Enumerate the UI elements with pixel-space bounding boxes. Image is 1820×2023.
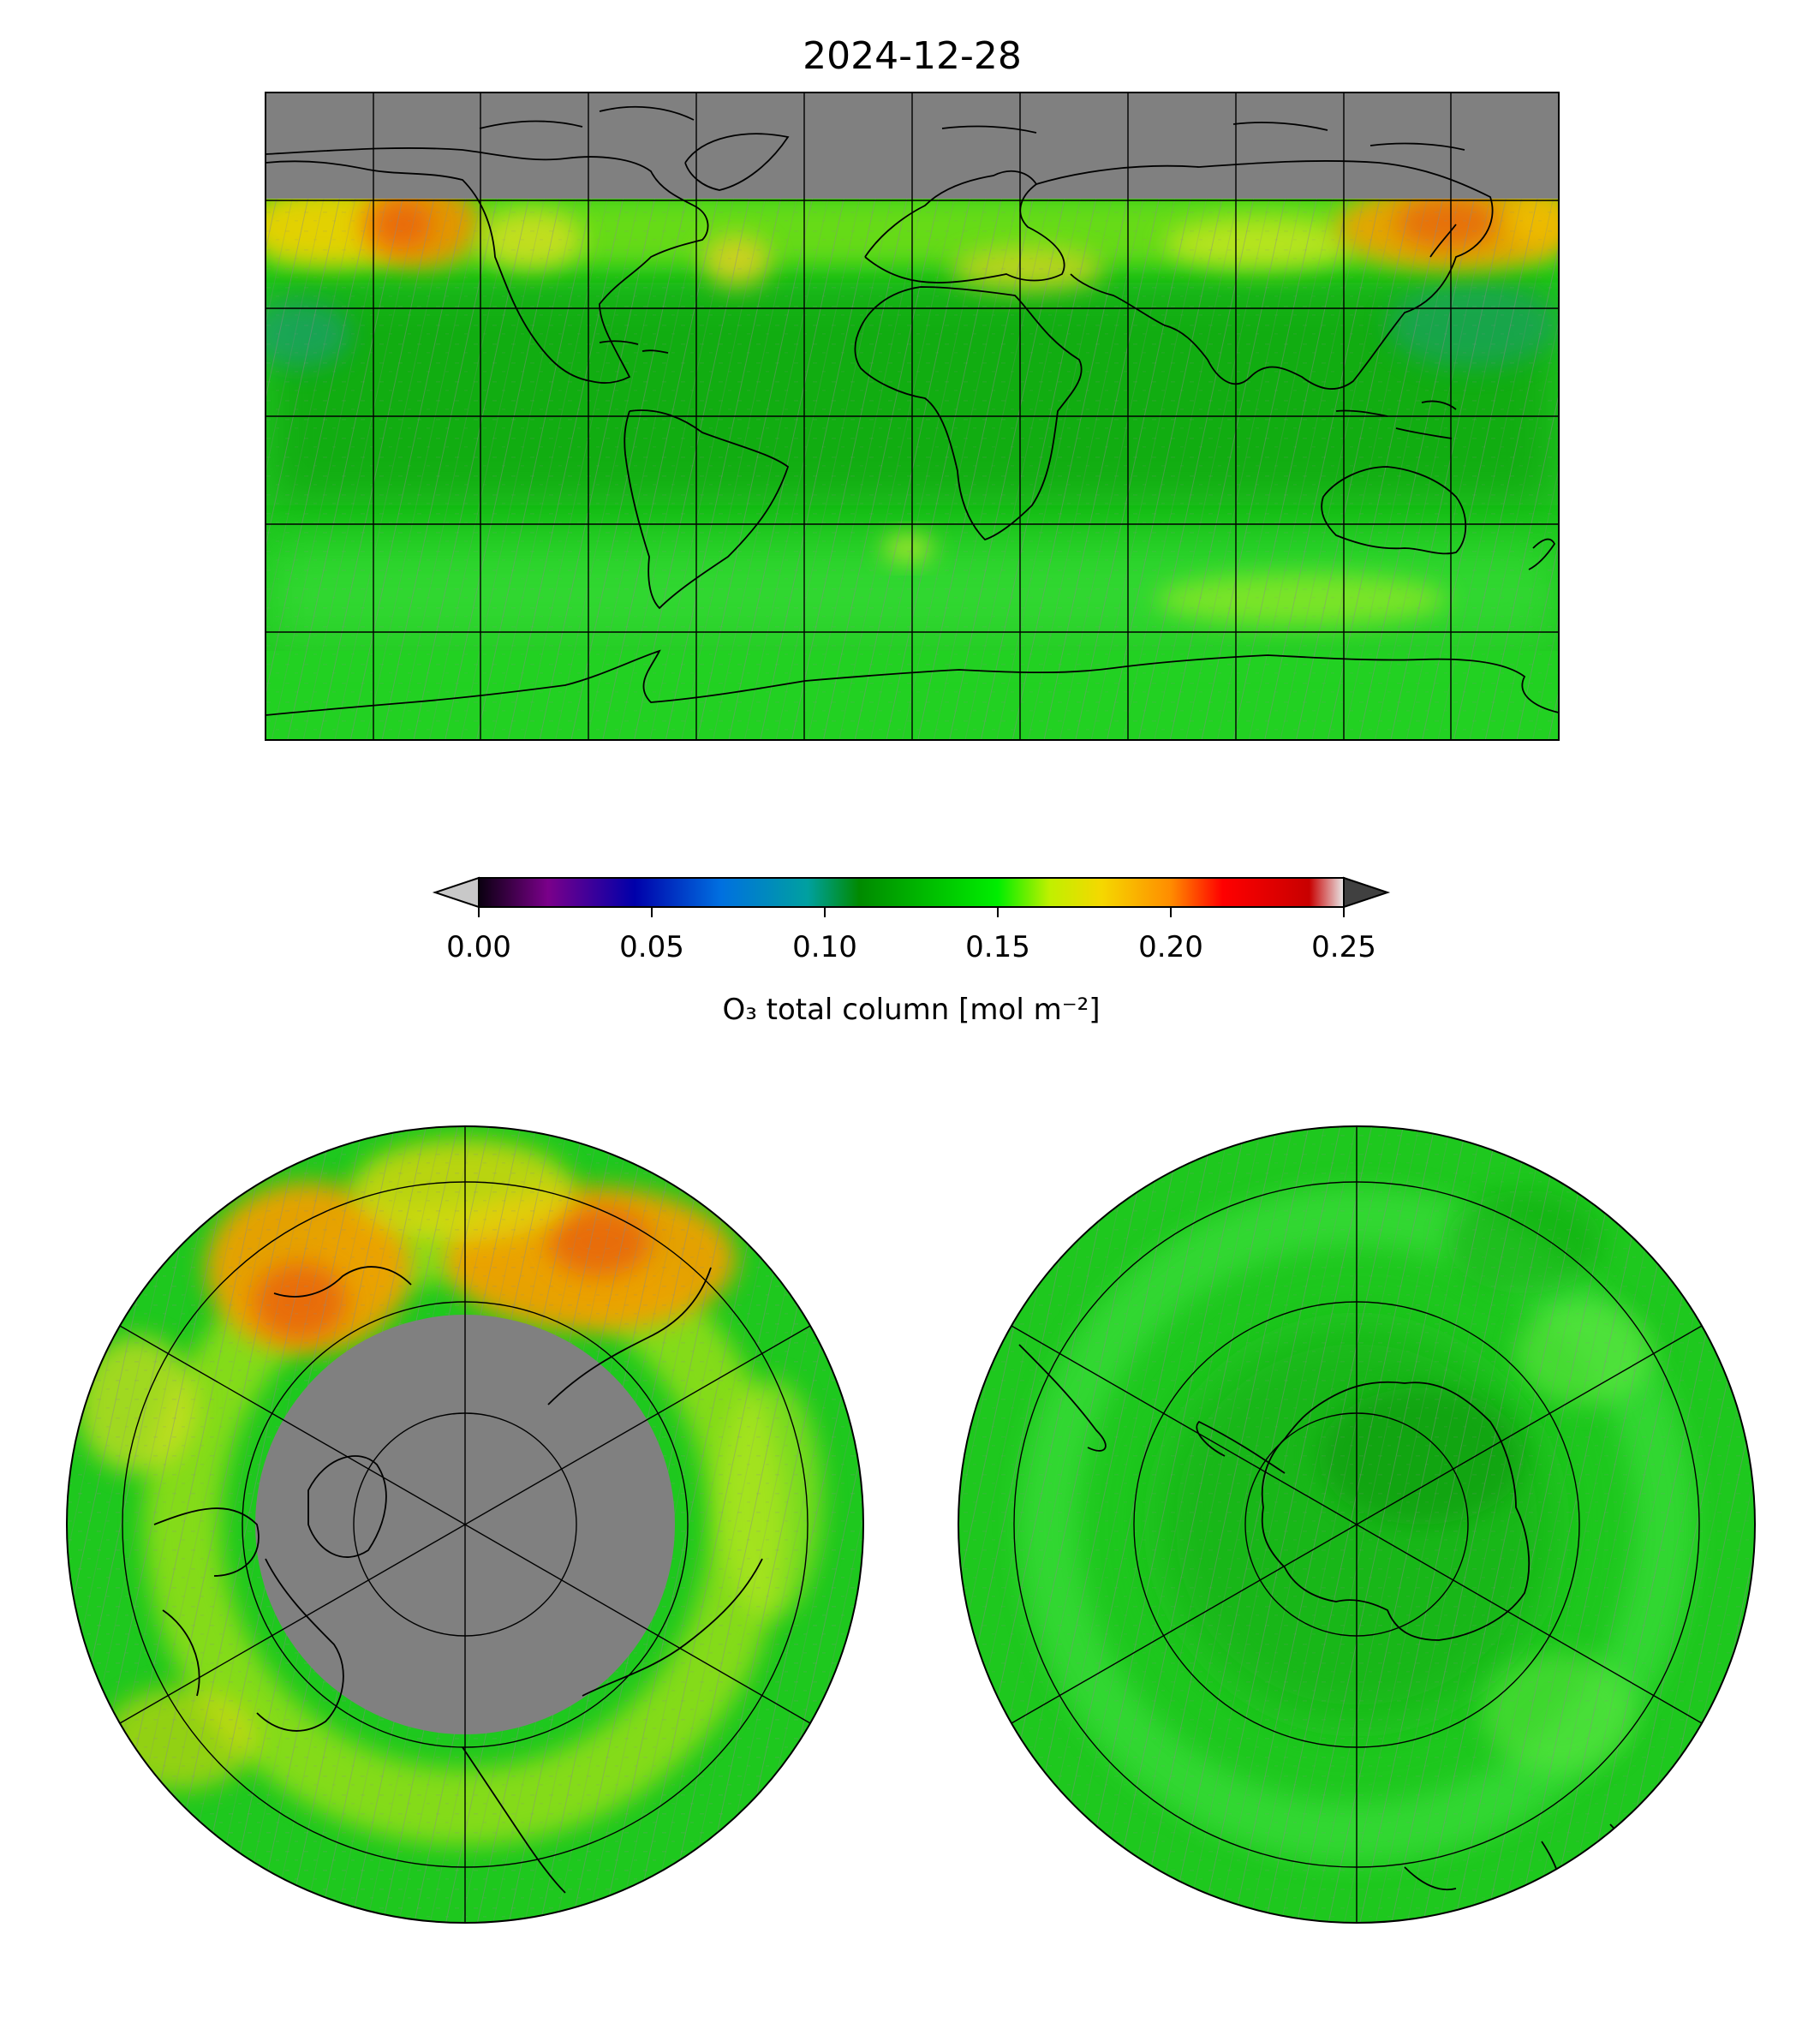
north-gridlines: [119, 1126, 811, 1923]
colorbar-over-extension: [1343, 876, 1391, 909]
figure-title: 2024-12-28: [803, 34, 1022, 78]
global-coastlines: [266, 105, 1559, 716]
coast-asia: [1035, 160, 1494, 390]
south-gridlines: [1011, 1126, 1703, 1923]
coast-caribbean: [599, 340, 669, 354]
colorbar-frame: [478, 877, 1345, 908]
colorbar-tick-label: 0.05: [619, 930, 684, 964]
coast-antarctica-polar: [1261, 1381, 1531, 1641]
coast-us-polar: [153, 1507, 260, 1577]
coast-australia: [1321, 466, 1467, 555]
north-polar-map: [66, 1125, 864, 1924]
colorbar-ticks: 0.00 0.05 0.10 0.15 0.20 0.25: [446, 907, 1376, 964]
coast-greenland-polar: [307, 1455, 387, 1558]
coast-south-america-polar: [1018, 1344, 1107, 1452]
global-gridlines: [266, 92, 1559, 740]
north-map-frame: [66, 1125, 864, 1924]
colorbar-tick-label: 0.10: [792, 930, 857, 964]
colorbar-tick-label: 0.15: [965, 930, 1030, 964]
colorbar-under-extension: [432, 876, 480, 909]
coast-hudson-polar: [162, 1609, 200, 1697]
coast-south-america: [624, 409, 790, 610]
coast-antarctica: [266, 649, 1559, 716]
north-coastlines: [153, 1266, 763, 1894]
global-map: [265, 92, 1560, 741]
global-map-frame: [265, 92, 1560, 741]
coast-north-america: [266, 147, 709, 384]
coast-siberia-polar: [547, 1267, 712, 1405]
coast-antarctic-peninsula: [1196, 1420, 1286, 1474]
colorbar-body: [479, 878, 1344, 907]
colorbar-label: O₃ total column [mol m⁻²]: [722, 993, 1100, 1027]
coast-alaska-polar: [273, 1266, 412, 1298]
colorbar: 0.00 0.05 0.10 0.15 0.20 0.25 O₃ total column…: [432, 876, 1391, 1027]
colorbar-tick-label: 0.20: [1138, 930, 1203, 964]
coast-new-zealand: [1528, 538, 1556, 570]
coast-europe-polar: [462, 1746, 566, 1894]
south-map-frame: [958, 1125, 1756, 1924]
south-polar-map: [958, 1125, 1756, 1924]
coast-japan: [1429, 224, 1457, 258]
coast-arctic-islands: [479, 105, 1465, 151]
coast-canada-polar: [256, 1558, 344, 1732]
colorbar-tick-label: 0.00: [446, 930, 511, 964]
coast-eurasia-polar: [582, 1558, 763, 1697]
coast-europe: [864, 170, 1065, 283]
coast-indonesia: [1335, 400, 1457, 439]
colorbar-tick-label: 0.25: [1311, 930, 1376, 964]
coast-africa: [854, 286, 1083, 541]
coast-greenland: [684, 133, 790, 191]
